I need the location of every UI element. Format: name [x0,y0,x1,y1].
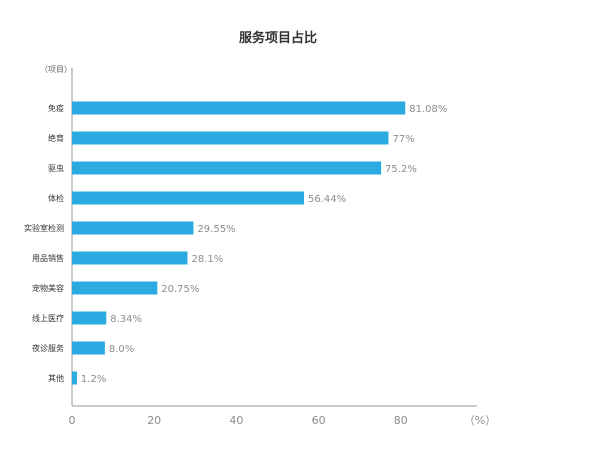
bar [72,341,105,355]
bar-value-label: 28.1% [191,254,223,265]
category-label: 绝育 [48,133,64,143]
category-label: 线上医疗 [32,313,64,323]
bar-value-label: 8.34% [110,314,142,325]
category-label: 驱虫 [48,163,64,173]
category-label: 实验室检测 [24,223,64,233]
category-label: 用品销售 [32,253,64,263]
bar-value-label: 1.2% [81,374,106,385]
x-axis-unit: （%） [464,414,496,427]
category-label: 宠物美容 [32,283,64,293]
bar-value-label: 29.55% [197,224,235,235]
bar [72,161,382,175]
bar-value-label: 56.44% [308,194,346,205]
bar [72,101,406,115]
category-label: 免疫 [48,103,64,113]
bar [72,191,304,205]
x-tick-label: 20 [147,414,161,427]
bar [72,281,158,295]
bar [72,221,194,235]
x-tick-label: 80 [394,414,408,427]
category-label: 夜诊服务 [32,343,64,353]
chart-title: 服务项目占比 [239,30,317,46]
x-tick-label: 0 [69,414,76,427]
y-axis-label: （项目） [40,65,72,74]
bar-value-label: 77% [392,134,414,145]
bar-value-label: 75.2% [385,164,417,175]
bar [72,251,188,265]
bar-value-label: 20.75% [161,284,199,295]
category-label: 其他 [48,373,64,383]
bar-value-label: 81.08% [409,104,447,115]
bar [72,131,389,145]
x-tick-label: 40 [229,414,243,427]
category-label: 体检 [48,193,64,203]
bar-value-label: 8.0% [109,344,134,355]
x-tick-label: 60 [312,414,326,427]
bar [72,371,77,385]
bar [72,311,107,325]
